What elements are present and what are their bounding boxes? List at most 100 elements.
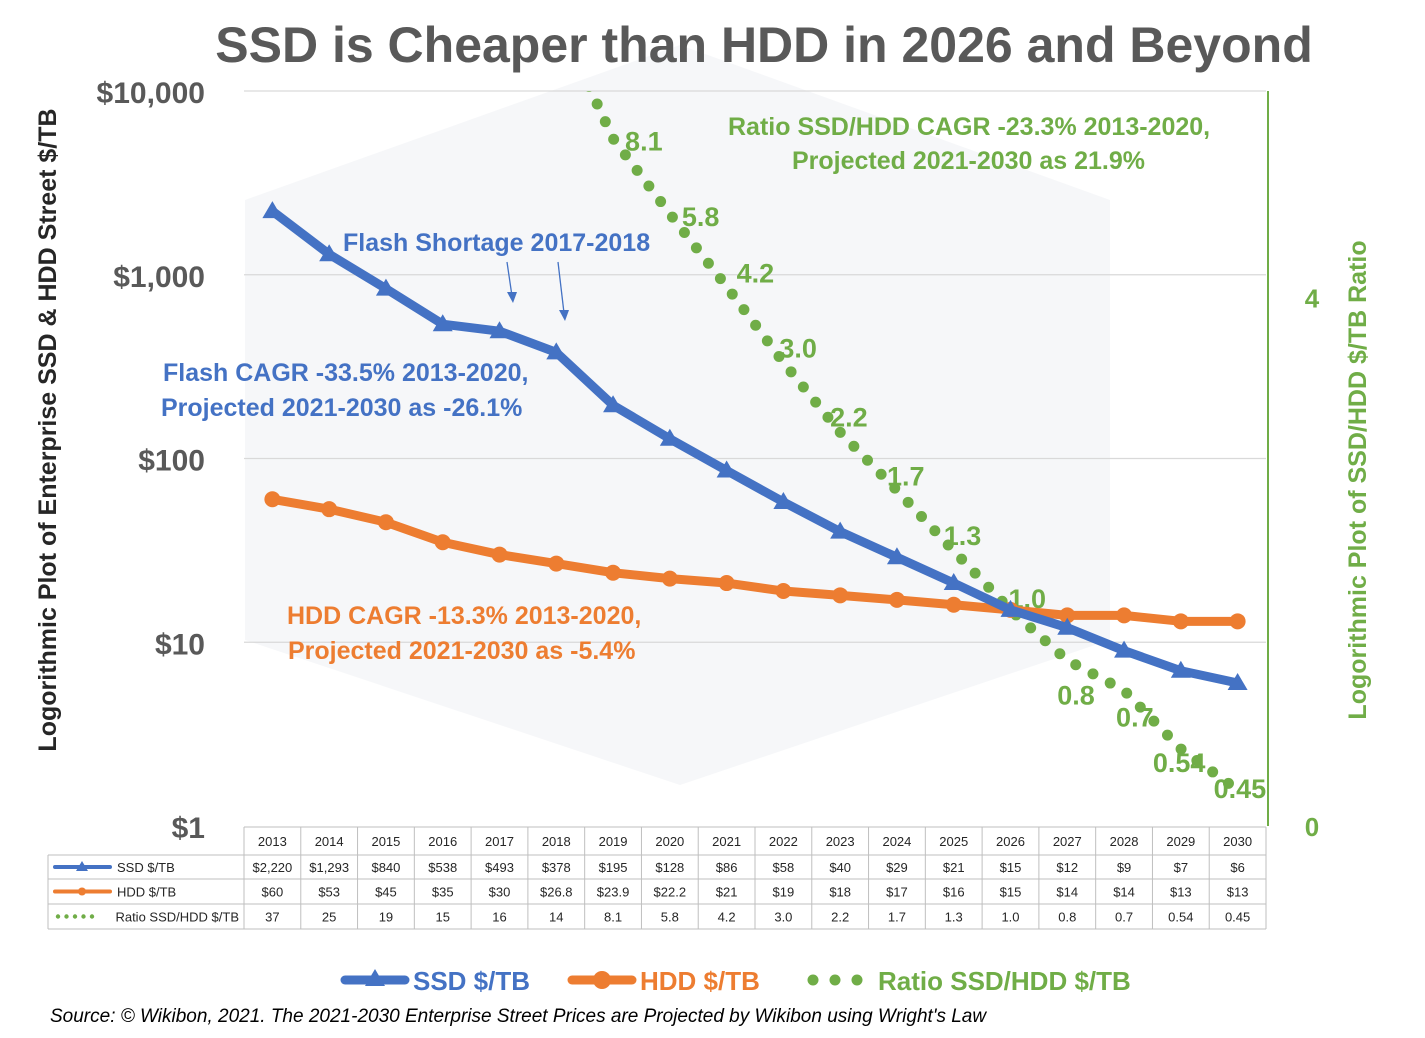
table-cell: 16 (492, 910, 506, 925)
hdd-point (1116, 607, 1133, 624)
hdd-point (888, 591, 905, 608)
table-cell: $7 (1174, 860, 1188, 875)
y-tick-label: $10,000 (97, 77, 205, 110)
y2-tick-label: 0 (1305, 812, 1319, 842)
chart-title: SSD is Cheaper than HDD in 2026 and Beyo… (215, 17, 1313, 73)
table-cell: 0.7 (1115, 910, 1133, 925)
hdd-point (1059, 607, 1076, 624)
table-cell: $493 (485, 860, 514, 875)
hdd-point (832, 587, 849, 604)
table-cell: $21 (943, 860, 965, 875)
hdd-point (775, 583, 792, 600)
table-cell: 2.2 (831, 910, 849, 925)
table-cell: $378 (542, 860, 571, 875)
legend-marker (365, 969, 385, 986)
table-cell: 1.3 (945, 910, 963, 925)
table-cell: $13 (1170, 885, 1192, 900)
x-tick-label: 2025 (939, 834, 968, 849)
ssd-point (943, 573, 964, 591)
ratio-data-label: 1.7 (887, 461, 925, 491)
ssd-point (1170, 660, 1191, 678)
table-cell: 8.1 (604, 910, 622, 925)
table-cell: 0.45 (1225, 910, 1250, 925)
x-tick-label: 2022 (769, 834, 798, 849)
x-tick-label: 2028 (1110, 834, 1139, 849)
table-legend-marker (76, 861, 88, 871)
hdd-point (434, 534, 451, 551)
legend-label: HDD $/TB (640, 966, 760, 996)
ratio-data-label: 8.1 (625, 126, 663, 156)
ssd-point (886, 547, 907, 565)
table-cell: $12 (1056, 860, 1078, 875)
table-cell: $45 (375, 885, 397, 900)
series-ratio-line (585, 91, 1244, 796)
y-tick-label: $10 (155, 628, 205, 661)
ssd-point (375, 278, 396, 296)
table-legend-key (55, 914, 61, 919)
ssd-point (1057, 617, 1078, 635)
annotation-flash-cagr-1: Flash CAGR -33.5% 2013-2020, (163, 359, 528, 387)
x-tick-label: 2016 (428, 834, 457, 849)
annotation-ratio-cagr-2: Projected 2021-2030 as 21.9% (792, 147, 1145, 175)
ssd-point (1227, 673, 1248, 691)
table-cell: 4.2 (718, 910, 736, 925)
table-cell: 3.0 (774, 910, 792, 925)
ssd-point (546, 342, 567, 360)
ssd-point (716, 460, 737, 478)
ssd-point (432, 314, 453, 332)
table-cell: $195 (599, 860, 628, 875)
hdd-point (491, 546, 508, 563)
y2-axis-label: Logorithmic Plot of SSD/HDD $/TB Ratio (1344, 240, 1372, 719)
x-tick-label: 2030 (1223, 834, 1252, 849)
hdd-point (605, 564, 622, 581)
ssd-point (603, 395, 624, 413)
x-tick-label: 2021 (712, 834, 741, 849)
table-legend-key (72, 914, 78, 919)
table-cell: $1,293 (309, 860, 349, 875)
legend-key-ratio (807, 974, 819, 986)
table-cell: $29 (886, 860, 908, 875)
x-tick-label: 2018 (542, 834, 571, 849)
table-cell: $16 (943, 885, 965, 900)
table-cell: $2,220 (253, 860, 293, 875)
series-ssd-line (269, 207, 1239, 688)
table-row-label: HDD $/TB (117, 885, 176, 900)
ratio-data-label: 4.2 (737, 259, 775, 289)
hdd-point (1229, 613, 1246, 630)
annotation-flash-shortage: Flash Shortage 2017-2018 (343, 229, 650, 257)
table-cell: $21 (716, 885, 738, 900)
hdd-point (321, 501, 338, 518)
table-cell: 1.7 (888, 910, 906, 925)
y-tick-label: $100 (138, 445, 205, 478)
y-tick-label: $1,000 (113, 261, 205, 294)
table-cell: $9 (1117, 860, 1131, 875)
table-cell: $86 (716, 860, 738, 875)
table-cell: $60 (262, 885, 284, 900)
x-tick-label: 2024 (882, 834, 911, 849)
annotation-hdd-cagr-1: HDD CAGR -13.3% 2013-2020, (287, 602, 641, 630)
hdd-point (945, 596, 962, 613)
x-tick-label: 2027 (1053, 834, 1082, 849)
x-tick-label: 2019 (599, 834, 628, 849)
x-tick-label: 2023 (826, 834, 855, 849)
ssd-point (773, 491, 794, 509)
annotation-hdd-cagr-2: Projected 2021-2030 as -5.4% (288, 637, 635, 665)
ssd-point (489, 321, 510, 339)
ratio-data-label: 0.54 (1153, 748, 1206, 778)
ssd-point (1114, 640, 1135, 658)
table-cell: $58 (773, 860, 795, 875)
ratio-data-label: 0.7 (1116, 702, 1154, 732)
arrowhead-2018 (559, 310, 569, 321)
y-tick-label: $1 (172, 812, 205, 845)
x-tick-label: 2029 (1166, 834, 1195, 849)
table-cell: $15 (1000, 885, 1022, 900)
table-cell: 0.54 (1168, 910, 1193, 925)
table-row-label: Ratio SSD/HDD $/TB (115, 910, 239, 925)
table-row-label: SSD $/TB (117, 860, 175, 875)
arrowhead-2017 (507, 292, 517, 303)
ratio-data-label: 2.2 (830, 402, 868, 432)
table-cell: 1.0 (1001, 910, 1019, 925)
legend-marker (593, 971, 611, 989)
hdd-point (548, 555, 565, 572)
